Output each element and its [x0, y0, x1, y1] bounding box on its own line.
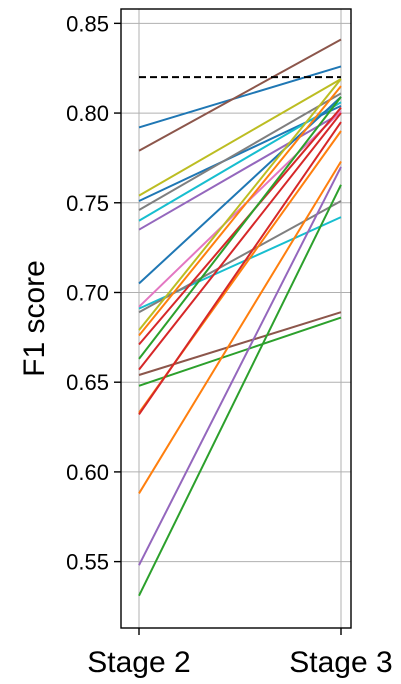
series-lines [138, 38, 342, 597]
grid-lines [121, 9, 351, 628]
series-line-13 [138, 85, 342, 337]
y-tick-label: 0.65 [66, 370, 109, 395]
y-axis-label: F1 score [18, 260, 51, 377]
series-line-15 [138, 96, 342, 360]
series-line-20 [138, 121, 342, 416]
y-tick-label: 0.60 [66, 460, 109, 485]
series-line-2 [138, 38, 342, 152]
series-line-14 [138, 107, 342, 346]
x-tick-label: Stage 3 [289, 646, 392, 679]
y-axis-ticks: 0.55 0.60 0.65 0.70 0.75 0.80 0.85 [66, 11, 121, 575]
series-line-7 [138, 112, 342, 231]
series-line-18 [138, 316, 342, 387]
series-line-23 [138, 184, 342, 597]
y-tick-label: 0.85 [66, 11, 109, 36]
y-tick-label: 0.75 [66, 191, 109, 216]
series-line-12 [138, 78, 342, 331]
y-tick-label: 0.55 [66, 550, 109, 575]
series-line-3 [138, 78, 342, 197]
series-line-9 [138, 110, 342, 308]
plot-frame [120, 8, 352, 629]
y-tick-label: 0.70 [66, 280, 109, 305]
series-line-21 [138, 160, 342, 494]
series-line-22 [138, 166, 342, 566]
y-tick-label: 0.80 [66, 101, 109, 126]
series-line-16 [138, 112, 342, 371]
series-line-5 [138, 92, 342, 211]
x-axis-ticks: Stage 2 Stage 3 [87, 628, 393, 679]
x-tick-label: Stage 2 [87, 646, 190, 679]
